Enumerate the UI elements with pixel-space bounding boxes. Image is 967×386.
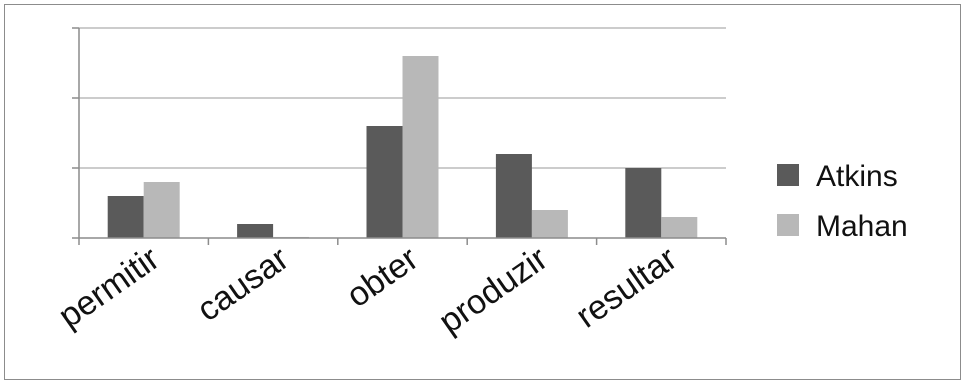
bar-atkins-causar: [237, 224, 274, 238]
axes: [78, 28, 726, 239]
x-tick-label-permitir: permitir: [52, 239, 167, 335]
legend-swatch-mahan: [777, 214, 799, 236]
legend-label-atkins: Atkins: [816, 160, 898, 193]
legend-label-mahan: Mahan: [816, 210, 908, 243]
x-tick-labels: permitir causar obter produzir resultar: [52, 239, 684, 341]
bar-mahan-produzir: [531, 210, 568, 238]
legend: Atkins Mahan: [777, 160, 908, 243]
bar-atkins-permitir: [107, 196, 144, 238]
x-tick-label-obter: obter: [340, 239, 425, 315]
x-ticks: [78, 238, 727, 245]
bar-mahan-obter: [402, 56, 439, 238]
bar-atkins-produzir: [495, 154, 532, 238]
bar-mahan-resultar: [661, 217, 698, 238]
legend-swatch-atkins: [777, 164, 799, 186]
x-tick-label-causar: causar: [190, 239, 295, 329]
bar-atkins-resultar: [625, 168, 662, 238]
bar-atkins-obter: [366, 126, 403, 238]
bars: [107, 56, 698, 238]
x-tick-label-produzir: produzir: [432, 239, 554, 341]
bar-mahan-permitir: [143, 182, 180, 238]
x-tick-label-resultar: resultar: [569, 239, 684, 335]
